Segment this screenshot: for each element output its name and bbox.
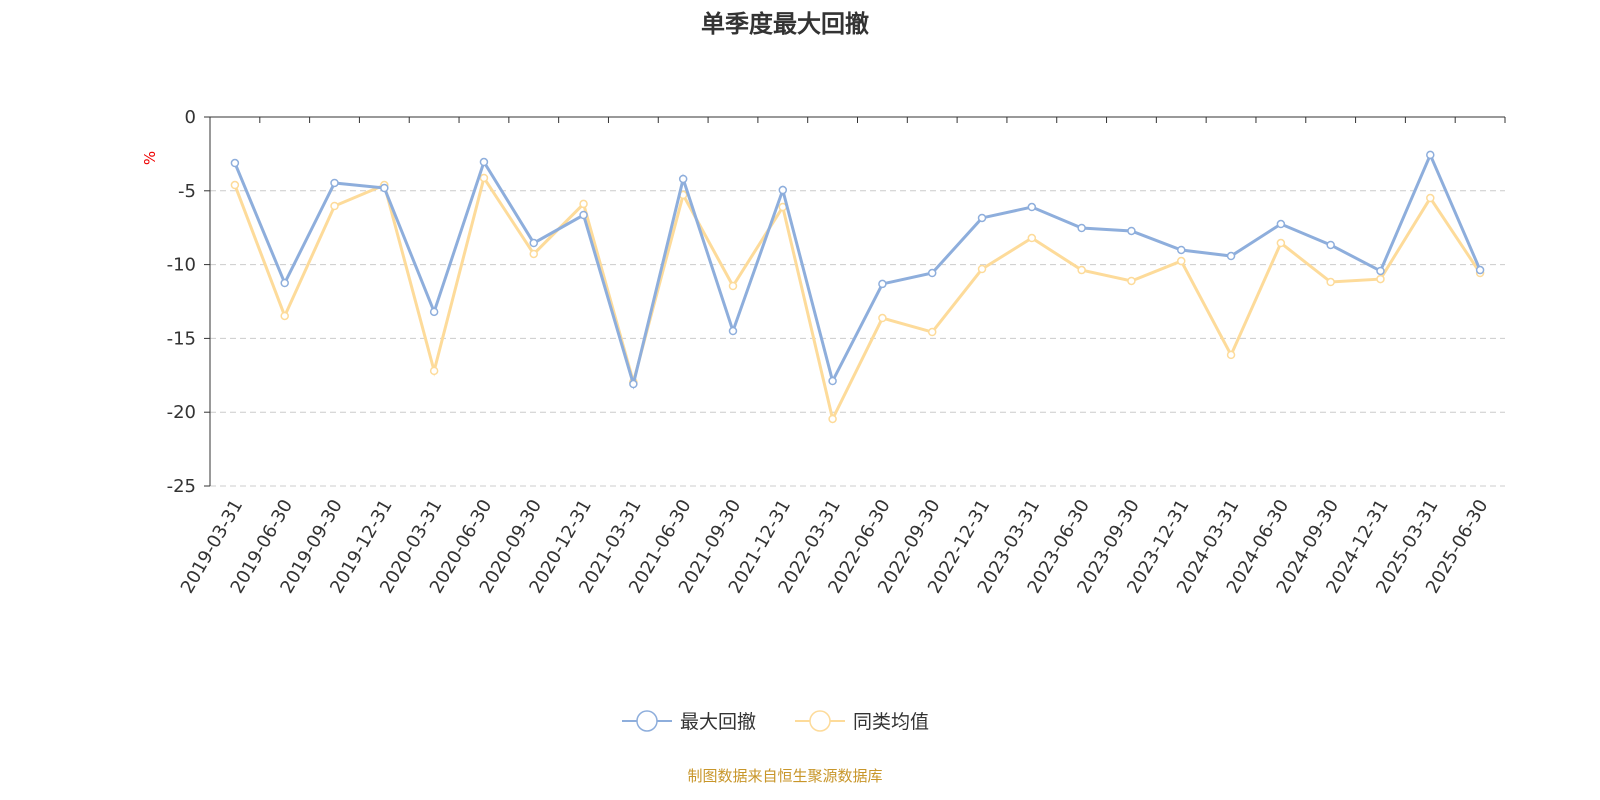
data-point[interactable] [927, 268, 937, 278]
data-point[interactable] [1077, 265, 1086, 275]
data-point[interactable] [479, 157, 489, 167]
data-point[interactable] [828, 414, 837, 424]
data-point[interactable] [778, 185, 788, 195]
data-point[interactable] [728, 326, 738, 336]
series-line [233, 174, 1482, 424]
data-point[interactable] [280, 278, 289, 288]
data-point[interactable] [579, 210, 588, 220]
series-1 [230, 173, 1485, 424]
legend-item-1[interactable]: 同类均值 [795, 710, 929, 733]
data-point[interactable] [380, 183, 389, 193]
data-point[interactable] [330, 178, 339, 188]
data-point[interactable] [429, 307, 439, 317]
y-tick-label: -20 [167, 402, 196, 423]
data-point[interactable] [1376, 266, 1385, 276]
data-source-note: 制图数据来自恒生聚源数据库 [687, 767, 882, 785]
data-point[interactable] [230, 158, 240, 168]
data-point[interactable] [977, 213, 987, 223]
y-tick-label: -5 [178, 181, 196, 202]
data-point[interactable] [828, 376, 837, 386]
data-point[interactable] [1475, 265, 1485, 275]
data-point[interactable] [529, 238, 538, 248]
data-point[interactable] [977, 264, 987, 274]
data-point[interactable] [330, 201, 339, 211]
data-point[interactable] [1376, 274, 1385, 284]
data-point[interactable] [878, 313, 887, 323]
series-0 [230, 150, 1485, 390]
data-point[interactable] [1027, 233, 1037, 243]
legend-marker-icon [809, 710, 831, 732]
legend-item-0[interactable]: 最大回撤 [622, 710, 756, 733]
data-point[interactable] [230, 180, 240, 190]
data-point[interactable] [1077, 223, 1086, 233]
data-point[interactable] [1326, 277, 1335, 287]
data-point[interactable] [1127, 226, 1136, 236]
legend-label: 最大回撤 [680, 711, 756, 733]
series-line [233, 151, 1482, 390]
y-tick-label: -25 [167, 476, 196, 497]
data-point[interactable] [1027, 202, 1037, 212]
data-point[interactable] [280, 311, 289, 321]
chart-title: 单季度最大回撤 [701, 10, 869, 38]
data-point[interactable] [678, 174, 688, 184]
data-point[interactable] [579, 199, 588, 209]
legend-marker-icon [636, 710, 658, 732]
data-point[interactable] [1276, 238, 1286, 248]
data-point[interactable] [529, 249, 538, 259]
data-point[interactable] [1127, 276, 1136, 286]
data-point[interactable] [1226, 251, 1236, 261]
data-point[interactable] [1326, 240, 1335, 250]
legend-label: 同类均值 [853, 711, 929, 733]
data-point[interactable] [878, 279, 887, 289]
data-point[interactable] [1426, 193, 1435, 203]
data-point[interactable] [479, 173, 489, 183]
y-axis-label: % [141, 151, 159, 165]
data-point[interactable] [429, 366, 439, 376]
data-point[interactable] [1276, 219, 1286, 229]
data-point[interactable] [1226, 350, 1236, 360]
y-tick-label: -15 [167, 328, 196, 349]
data-point[interactable] [927, 327, 937, 337]
y-tick-label: 0 [185, 107, 196, 128]
y-tick-label: -10 [167, 255, 196, 276]
data-point[interactable] [1177, 245, 1186, 255]
data-point[interactable] [629, 379, 638, 389]
data-point[interactable] [1177, 256, 1186, 266]
data-point[interactable] [728, 281, 738, 291]
data-point[interactable] [1426, 150, 1435, 160]
